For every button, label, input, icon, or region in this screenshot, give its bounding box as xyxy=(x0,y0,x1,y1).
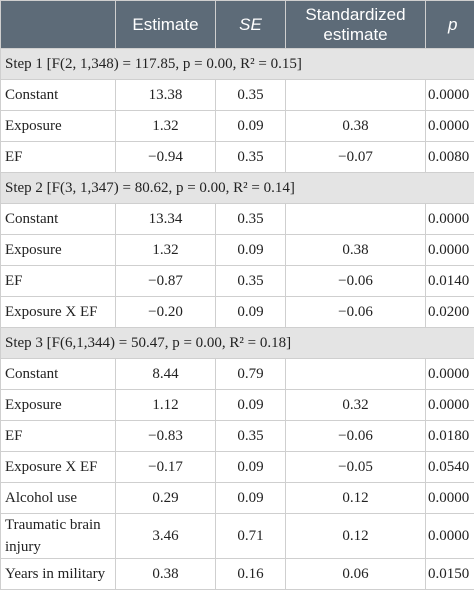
se-cell: 0.35 xyxy=(215,203,286,235)
se-cell: 0.35 xyxy=(215,141,286,173)
se-cell: 0.09 xyxy=(215,451,286,483)
row-label: Years in military xyxy=(0,558,116,590)
row-label: Exposure xyxy=(0,234,116,266)
se-cell: 0.35 xyxy=(215,420,286,452)
estimate-cell: 1.32 xyxy=(115,234,216,266)
std-cell xyxy=(285,79,426,111)
p-cell: 0.0000 xyxy=(425,110,474,142)
std-cell: −0.06 xyxy=(285,420,426,452)
step-row: Step 1 [F(2, 1,348) = 117.85, p = 0.00, … xyxy=(0,48,474,80)
std-cell: 0.38 xyxy=(285,110,426,142)
row-label: Alcohol use xyxy=(0,482,116,514)
estimate-cell: 1.32 xyxy=(115,110,216,142)
estimate-cell: 1.12 xyxy=(115,389,216,421)
se-cell: 0.71 xyxy=(215,513,286,559)
step-label: Step 1 [F(2, 1,348) = 117.85, p = 0.00, … xyxy=(0,48,474,80)
row-label: Exposure xyxy=(0,110,116,142)
estimate-cell: −0.17 xyxy=(115,451,216,483)
step-label: Step 3 [F(6,1,344) = 50.47, p = 0.00, R²… xyxy=(0,327,474,359)
data-row: Exposure 1.12 0.09 0.32 0.0000 xyxy=(0,389,474,421)
std-cell: 0.12 xyxy=(285,513,426,559)
p-cell: 0.0140 xyxy=(425,265,474,297)
header-cell: Standardized estimate xyxy=(285,0,426,49)
std-cell: −0.06 xyxy=(285,265,426,297)
row-label: Constant xyxy=(0,358,116,390)
estimate-cell: 0.38 xyxy=(115,558,216,590)
p-cell: 0.0180 xyxy=(425,420,474,452)
data-row: Years in military 0.38 0.16 0.06 0.0150 xyxy=(0,558,474,590)
std-cell: 0.32 xyxy=(285,389,426,421)
se-cell: 0.35 xyxy=(215,265,286,297)
std-cell xyxy=(285,358,426,390)
se-cell: 0.09 xyxy=(215,482,286,514)
data-row: EF −0.87 0.35 −0.06 0.0140 xyxy=(0,265,474,297)
row-label: Traumatic brain injury xyxy=(0,513,116,559)
std-cell: −0.05 xyxy=(285,451,426,483)
se-cell: 0.09 xyxy=(215,389,286,421)
std-cell: −0.07 xyxy=(285,141,426,173)
se-cell: 0.79 xyxy=(215,358,286,390)
data-row: Exposure 1.32 0.09 0.38 0.0000 xyxy=(0,110,474,142)
se-cell: 0.16 xyxy=(215,558,286,590)
step-label: Step 2 [F(3, 1,347) = 80.62, p = 0.00, R… xyxy=(0,172,474,204)
data-row: Traumatic brain injury 3.46 0.71 0.12 0.0000 xyxy=(0,513,474,559)
estimate-cell: 8.44 xyxy=(115,358,216,390)
estimate-cell: −0.94 xyxy=(115,141,216,173)
estimate-cell: −0.83 xyxy=(115,420,216,452)
data-row: EF −0.94 0.35 −0.07 0.0080 xyxy=(0,141,474,173)
header-cell: p xyxy=(425,0,474,49)
data-row: Exposure 1.32 0.09 0.38 0.0000 xyxy=(0,234,474,266)
p-cell: 0.0200 xyxy=(425,296,474,328)
header-cell: Estimate xyxy=(115,0,216,49)
row-label: EF xyxy=(0,141,116,173)
data-row: Constant 8.44 0.79 0.0000 xyxy=(0,358,474,390)
p-cell: 0.0080 xyxy=(425,141,474,173)
row-label: EF xyxy=(0,265,116,297)
data-row: Constant 13.34 0.35 0.0000 xyxy=(0,203,474,235)
estimate-cell: 0.29 xyxy=(115,482,216,514)
se-cell: 0.09 xyxy=(215,296,286,328)
row-label: Constant xyxy=(0,203,116,235)
se-cell: 0.35 xyxy=(215,79,286,111)
estimate-cell: −0.20 xyxy=(115,296,216,328)
p-cell: 0.0000 xyxy=(425,234,474,266)
estimate-cell: 13.38 xyxy=(115,79,216,111)
row-label: EF xyxy=(0,420,116,452)
se-cell: 0.09 xyxy=(215,234,286,266)
header-cell: SE xyxy=(215,0,286,49)
estimate-cell: 13.34 xyxy=(115,203,216,235)
p-cell: 0.0150 xyxy=(425,558,474,590)
table-body: Step 1 [F(2, 1,348) = 117.85, p = 0.00, … xyxy=(0,48,474,590)
std-cell xyxy=(285,203,426,235)
data-row: Exposure X EF −0.17 0.09 −0.05 0.0540 xyxy=(0,451,474,483)
data-row: Exposure X EF −0.20 0.09 −0.06 0.0200 xyxy=(0,296,474,328)
header-row: Estimate SE Standardized estimate p xyxy=(0,0,474,49)
estimate-cell: −0.87 xyxy=(115,265,216,297)
data-row: EF −0.83 0.35 −0.06 0.0180 xyxy=(0,420,474,452)
row-label: Constant xyxy=(0,79,116,111)
p-cell: 0.0000 xyxy=(425,203,474,235)
row-label: Exposure X EF xyxy=(0,451,116,483)
p-cell: 0.0000 xyxy=(425,79,474,111)
step-row: Step 2 [F(3, 1,347) = 80.62, p = 0.00, R… xyxy=(0,172,474,204)
std-cell: −0.06 xyxy=(285,296,426,328)
p-cell: 0.0000 xyxy=(425,513,474,559)
std-cell: 0.12 xyxy=(285,482,426,514)
data-row: Constant 13.38 0.35 0.0000 xyxy=(0,79,474,111)
p-cell: 0.0000 xyxy=(425,358,474,390)
header-cell xyxy=(0,0,116,49)
se-cell: 0.09 xyxy=(215,110,286,142)
row-label: Exposure xyxy=(0,389,116,421)
p-cell: 0.0000 xyxy=(425,482,474,514)
estimate-cell: 3.46 xyxy=(115,513,216,559)
row-label: Exposure X EF xyxy=(0,296,116,328)
std-cell: 0.38 xyxy=(285,234,426,266)
p-cell: 0.0000 xyxy=(425,389,474,421)
std-cell: 0.06 xyxy=(285,558,426,590)
step-row: Step 3 [F(6,1,344) = 50.47, p = 0.00, R²… xyxy=(0,327,474,359)
data-row: Alcohol use 0.29 0.09 0.12 0.0000 xyxy=(0,482,474,514)
p-cell: 0.0540 xyxy=(425,451,474,483)
